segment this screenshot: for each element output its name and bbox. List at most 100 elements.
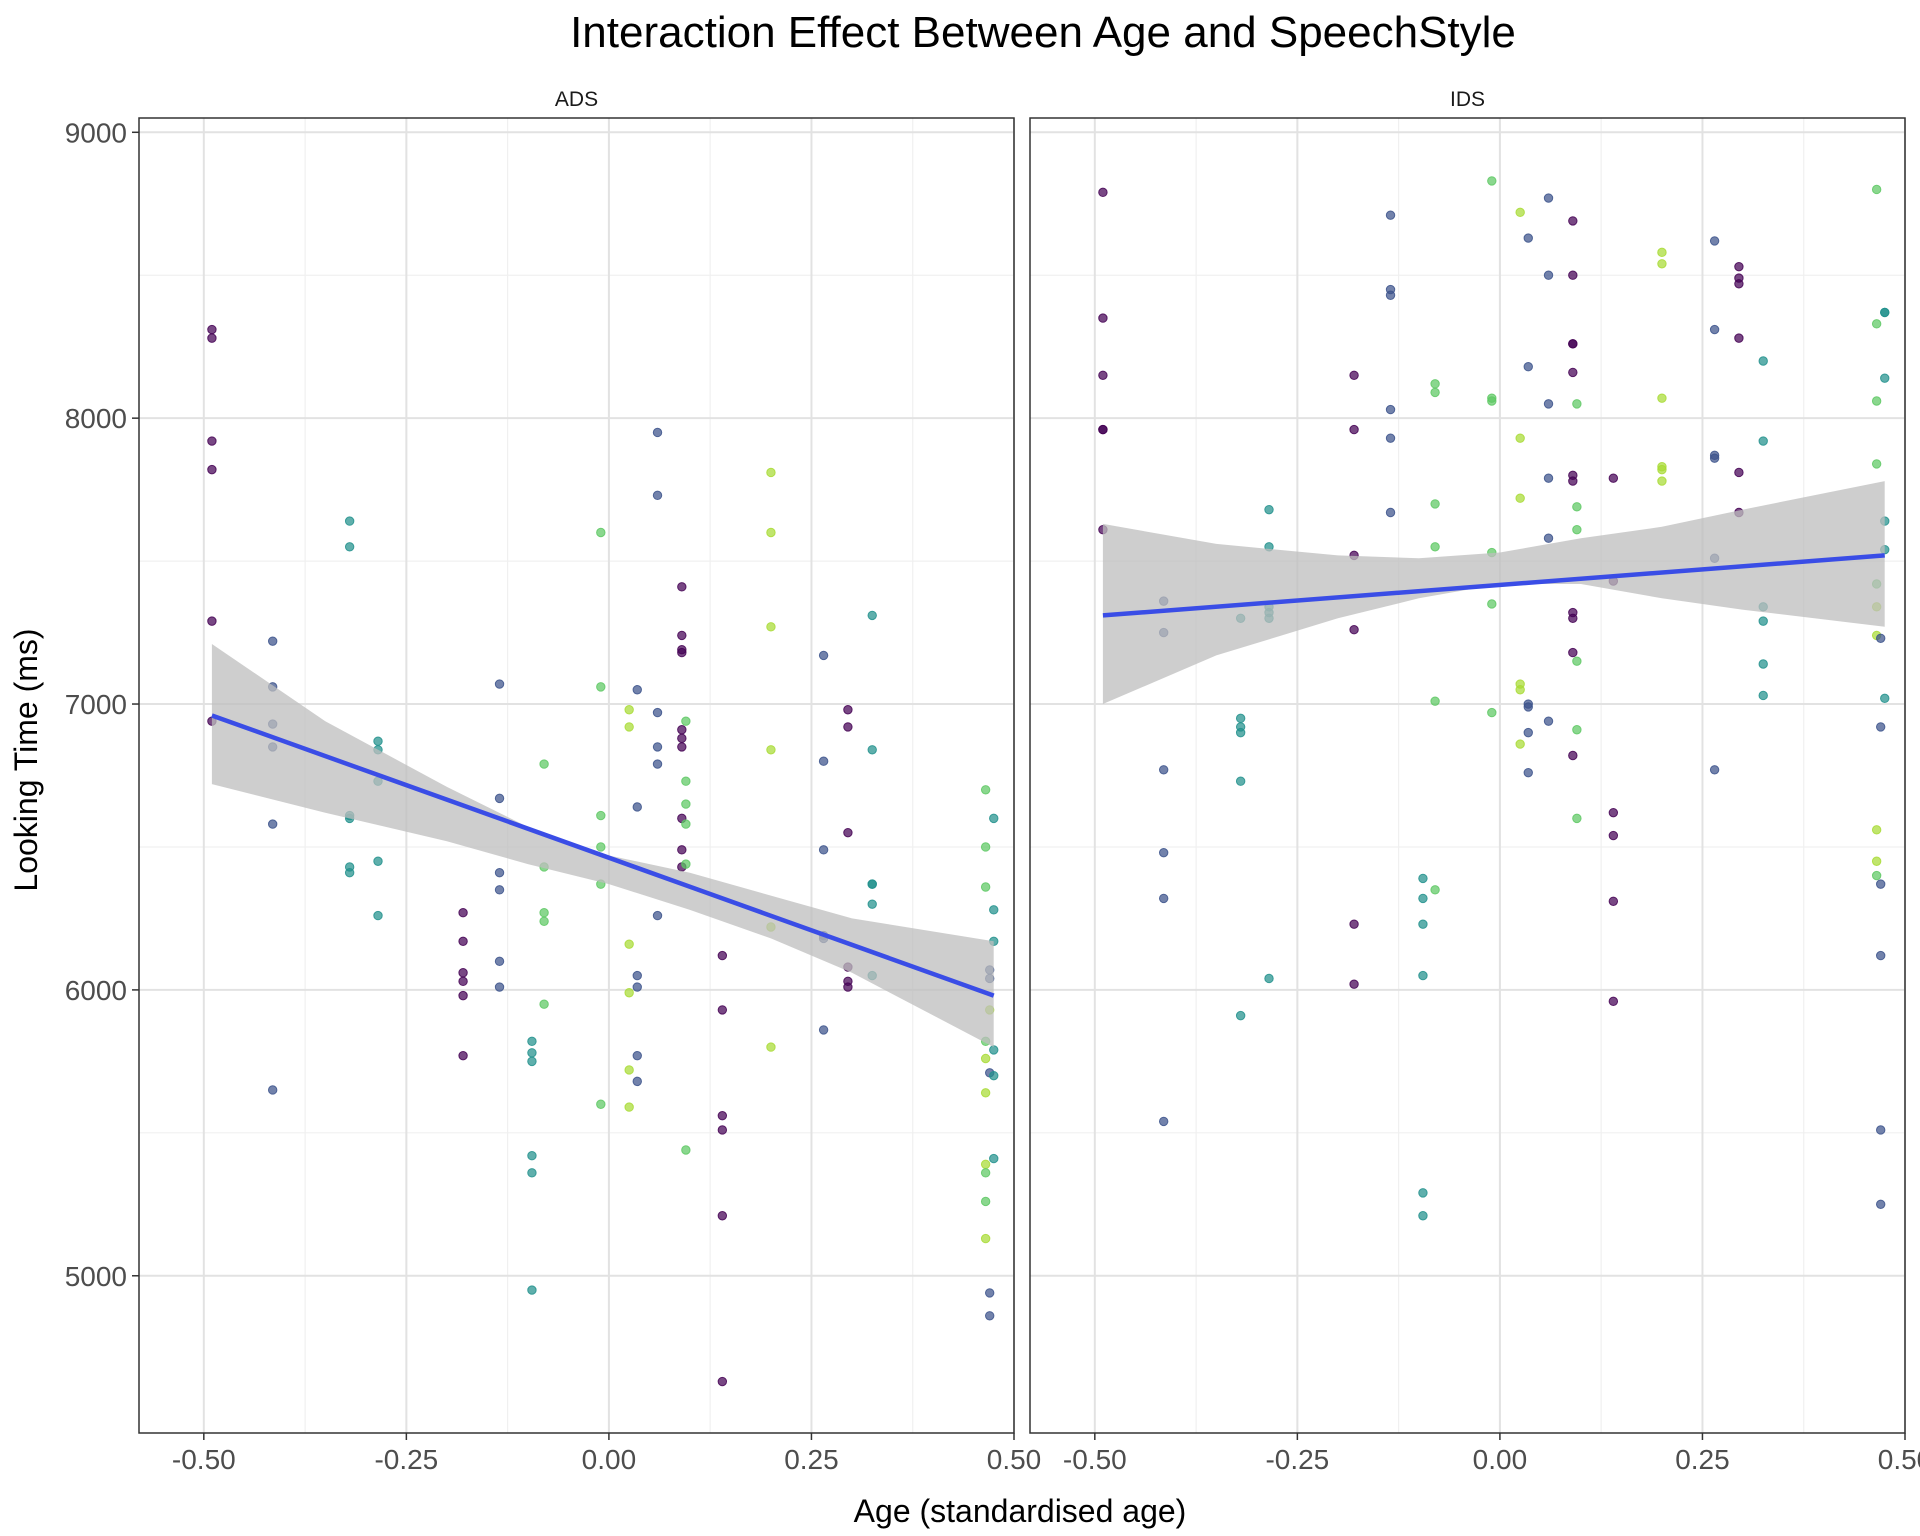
y-tick-label: 8000 [65,403,127,434]
data-point [1385,507,1396,518]
data-point [458,936,468,947]
data-point [818,1025,829,1035]
data-point [1418,893,1428,904]
data-point [1734,333,1744,343]
data-point [1487,176,1497,186]
data-point [527,1285,537,1295]
data-point [1568,367,1578,378]
data-point [1418,1188,1428,1198]
data-point [494,867,505,878]
data-point [624,1102,634,1112]
data-point [843,982,853,992]
data-point [681,859,691,869]
data-point [980,785,991,795]
data-point [458,990,468,1001]
data-point [1418,1211,1428,1221]
data-point [373,856,383,866]
data-point [539,759,549,769]
data-point [984,1311,995,1321]
data-point [527,1168,537,1178]
data-point [1098,424,1108,435]
data-point [207,333,217,343]
data-point [458,908,468,918]
data-point [596,1099,606,1109]
data-point [1758,690,1768,701]
data-point [1871,856,1882,866]
data-point [1487,396,1497,406]
data-point [1418,970,1428,981]
data-point [652,707,663,718]
data-point [1657,464,1667,475]
data-point [1543,193,1554,203]
data-point [1543,716,1554,726]
data-point [1543,270,1554,280]
data-point [677,582,687,592]
data-point [624,722,634,732]
data-point [1875,1125,1886,1135]
data-point [1758,616,1768,626]
data-point [344,542,355,552]
data-point [1349,625,1359,635]
data-point [867,610,877,621]
data-point [1515,207,1525,218]
data-point [1875,722,1886,732]
data-point [1515,739,1525,749]
data-point [1098,187,1108,198]
data-point [1657,259,1667,269]
data-point [494,679,505,689]
data-point [1418,873,1428,884]
data-point [818,845,829,855]
data-point [1235,713,1246,724]
data-point [1608,996,1619,1007]
data-point [1657,476,1667,486]
data-point [596,682,606,692]
data-point [494,885,505,895]
data-point [980,1088,991,1098]
facet-label: IDS [1450,88,1485,111]
data-point [867,879,877,889]
data-point [766,1042,776,1052]
confidence-band [211,644,994,1048]
data-point [867,745,877,755]
data-point [1385,210,1396,220]
data-point [1871,319,1882,329]
data-point [1568,339,1578,349]
data-point [980,882,991,892]
data-point [494,956,505,967]
data-point [1875,1199,1886,1210]
data-point [267,636,278,646]
plot-background [1030,118,1905,1433]
data-point [681,716,691,726]
data-point [344,867,355,878]
data-point [843,722,853,732]
data-point [1871,870,1882,881]
data-point [1709,236,1720,246]
data-point [989,813,999,824]
data-point [1572,524,1582,535]
data-point [1158,1116,1169,1127]
y-tick-label: 7000 [65,689,127,720]
data-point [1430,696,1440,706]
data-point [1385,290,1396,300]
data-point [632,1050,642,1061]
data-point [1709,324,1720,335]
data-point [1572,502,1582,512]
data-point [677,733,687,744]
panels: ADS -0.50 -0.25 0.00 0.25 0.50 5000 6000 7000 800… [65,88,1920,1475]
data-point [717,1110,728,1121]
data-point [652,427,663,438]
data-point [267,1085,278,1095]
data-point [681,799,691,809]
data-point [989,1045,999,1055]
data-point [1487,599,1497,609]
data-point [1430,885,1440,895]
data-point [1572,725,1582,735]
data-point [494,982,505,992]
data-point [344,516,355,526]
data-point [1758,356,1768,366]
data-point [1871,184,1882,195]
data-point [1523,362,1533,372]
data-point [652,910,663,921]
data-point [1385,404,1396,415]
data-point [980,1233,991,1244]
